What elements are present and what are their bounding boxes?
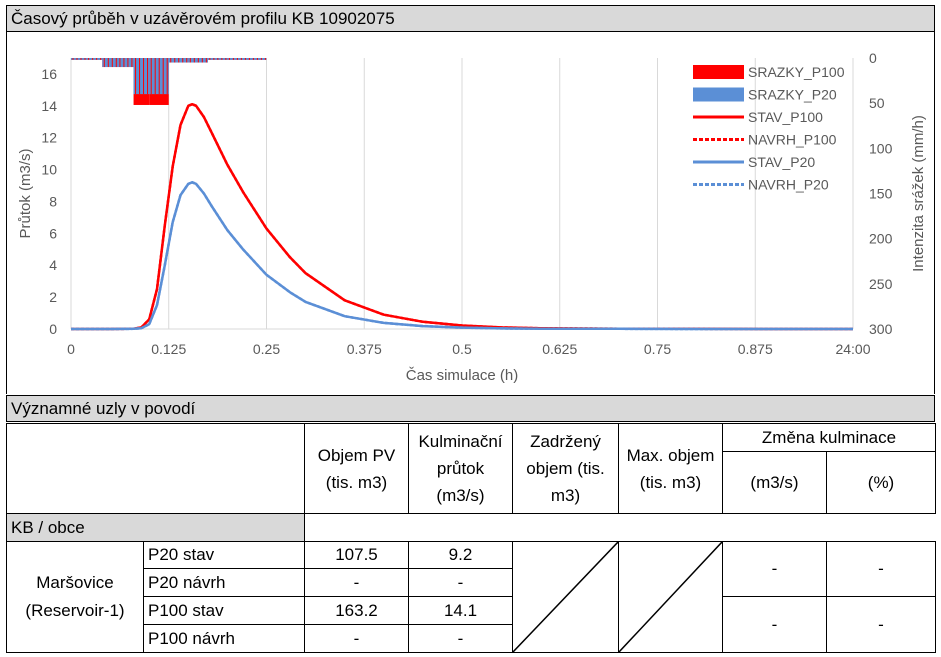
x-tick-label: 0.875 bbox=[738, 341, 773, 357]
max-objem-na-cell bbox=[618, 541, 723, 653]
cell-kulm-p100-navrh: - bbox=[408, 624, 513, 653]
header-objem-pv: Objem PV (tis. m3) bbox=[304, 423, 409, 514]
node-name-cell: Maršovice (Reservoir-1) bbox=[6, 541, 144, 653]
y2-axis-title: Intenzita srážek (mm/h) bbox=[910, 115, 927, 272]
cell-objem-p20-navrh: - bbox=[304, 568, 409, 597]
header-zmena-m3s: (m3/s) bbox=[722, 451, 827, 514]
x-tick-label: 0 bbox=[67, 341, 75, 357]
cell-kulm-p100-stav: 14.1 bbox=[408, 596, 513, 625]
y2-tick-label: 200 bbox=[869, 231, 893, 247]
y2-tick-label: 0 bbox=[869, 50, 877, 66]
section-empty bbox=[303, 513, 936, 542]
chart-area: 0 0.125 0.25 0.375 0.5 0.625 0.75 0.875 24:00 0 2 4… bbox=[6, 32, 935, 394]
x-tick-label: 0.375 bbox=[347, 341, 382, 357]
rain-bar-srazky_p20 bbox=[102, 58, 118, 68]
zadrzeny-objem-na-cell bbox=[512, 541, 619, 653]
y-tick-label: 16 bbox=[41, 66, 57, 82]
x-axis-title: Čas simulace (h) bbox=[406, 367, 519, 384]
y-tick-label: 8 bbox=[49, 193, 57, 209]
x-tick-label: 24:00 bbox=[835, 341, 870, 357]
y-tick-label: 12 bbox=[41, 130, 57, 146]
rain-bar-srazky_p20 bbox=[227, 58, 267, 60]
rain-bar-srazky_p20 bbox=[71, 58, 87, 60]
series-line-stav-p20 bbox=[71, 181, 853, 331]
x-tick-label: 0.75 bbox=[644, 341, 671, 357]
y-tick-label: 10 bbox=[41, 162, 57, 178]
y-tick-label: 6 bbox=[49, 225, 57, 241]
x-tick-label: 0.25 bbox=[253, 341, 280, 357]
cell-zmena-m3s-p20: - bbox=[722, 541, 827, 597]
x-tick-label: 0.625 bbox=[542, 341, 577, 357]
table-title: Významné uzly v povodí bbox=[6, 395, 935, 422]
row-label-p20-stav: P20 stav bbox=[143, 541, 305, 569]
legend-label-navrh-p20: NAVRH_P20 bbox=[748, 177, 829, 193]
y-tick-label: 2 bbox=[49, 289, 57, 305]
rain-bar-srazky_p20 bbox=[133, 58, 150, 95]
header-zmena-kulminace: Změna kulminace bbox=[721, 423, 937, 452]
rain-bar-srazky_p20 bbox=[117, 58, 134, 68]
chart-title: Časový průběh v uzávěrovém profilu KB 10… bbox=[6, 5, 935, 32]
diagonal-slash-icon bbox=[619, 542, 722, 652]
x-tick-label: 0.5 bbox=[452, 341, 472, 357]
header-empty-cell bbox=[6, 423, 305, 514]
cell-kulm-p20-stav: 9.2 bbox=[408, 541, 513, 569]
x-tick-label: 0.125 bbox=[151, 341, 186, 357]
section-kb-obce: KB / obce bbox=[6, 513, 305, 542]
cell-zmena-pct-p100: - bbox=[825, 596, 937, 653]
legend-label-stav-p20: STAV_P20 bbox=[748, 154, 815, 170]
node-name: Maršovice bbox=[36, 573, 114, 592]
legend-swatch-srazky-p20 bbox=[693, 87, 744, 102]
diagonal-slash-icon bbox=[513, 542, 618, 652]
header-max-objem: Max. objem (tis. m3) bbox=[618, 423, 723, 514]
cell-objem-p100-navrh: - bbox=[304, 624, 409, 653]
legend-label-srazky-p20: SRAZKY_P20 bbox=[748, 87, 837, 103]
y2-tick-label: 50 bbox=[869, 95, 885, 111]
row-label-p100-navrh: P100 návrh bbox=[143, 624, 305, 653]
y2-tick-label: 150 bbox=[869, 186, 893, 202]
row-label-p100-stav: P100 stav bbox=[143, 596, 305, 625]
legend-label-srazky-p100: SRAZKY_P100 bbox=[748, 64, 845, 80]
cell-objem-p20-stav: 107.5 bbox=[304, 541, 409, 569]
y2-tick-label: 100 bbox=[869, 140, 893, 156]
legend-swatch-srazky-p100 bbox=[693, 65, 744, 79]
hydrograph-chart: 0 0.125 0.25 0.375 0.5 0.625 0.75 0.875 24:00 0 2 4… bbox=[17, 50, 927, 384]
cell-kulm-p20-navrh: - bbox=[408, 568, 513, 597]
cell-objem-p100-stav: 163.2 bbox=[304, 596, 409, 625]
legend-label-navrh-p100: NAVRH_P100 bbox=[748, 132, 837, 148]
cell-zmena-m3s-p100: - bbox=[722, 596, 827, 653]
row-label-p20-navrh: P20 návrh bbox=[143, 568, 305, 597]
y-tick-label: 4 bbox=[49, 257, 57, 273]
header-zmena-pct: (%) bbox=[825, 451, 937, 514]
y-axis-title: Průtok (m3/s) bbox=[17, 148, 34, 238]
cell-zmena-pct-p20: - bbox=[825, 541, 937, 597]
header-zadrzeny-objem: Zadržený objem (tis. m3) bbox=[512, 423, 619, 514]
node-subname: (Reservoir-1) bbox=[25, 601, 125, 620]
legend-label-stav-p100: STAV_P100 bbox=[748, 109, 823, 125]
y-tick-label: 0 bbox=[49, 321, 57, 337]
rain-bar-srazky_p20 bbox=[86, 58, 103, 60]
y2-tick-label: 250 bbox=[869, 276, 893, 292]
header-kulminacni-prutok: Kulminační průtok (m3/s) bbox=[408, 423, 513, 514]
y-tick-label: 14 bbox=[41, 98, 57, 114]
y2-tick-label: 300 bbox=[869, 321, 893, 337]
nodes-table: Objem PV (tis. m3) Kulminační průtok (m3… bbox=[6, 423, 937, 653]
